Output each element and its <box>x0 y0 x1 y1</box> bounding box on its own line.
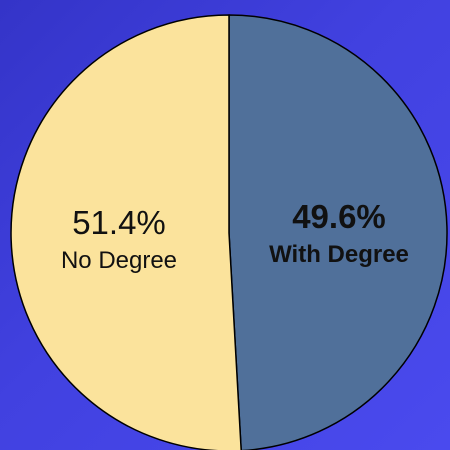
pie-slices <box>10 14 448 450</box>
pie-slice-no-degree <box>10 14 242 450</box>
category-label: No Degree <box>61 247 177 274</box>
percent-label: 49.6% <box>292 198 386 235</box>
percent-label: 51.4% <box>72 204 166 241</box>
category-label: With Degree <box>269 241 409 268</box>
pie-slice-with-degree <box>228 14 448 450</box>
pie-labels: 49.6% With Degree 51.4% No Degree <box>61 198 409 274</box>
